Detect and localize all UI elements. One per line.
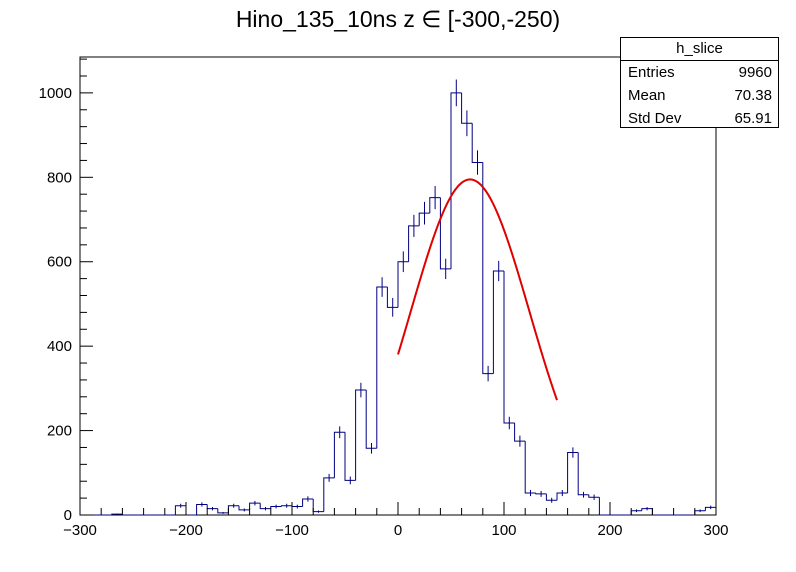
stats-value: 9960 — [738, 64, 772, 81]
histogram-bin — [355, 389, 367, 481]
stats-row-mean: Mean 70.38 — [621, 84, 778, 107]
histogram-bin — [121, 514, 133, 516]
histogram-bin — [471, 123, 483, 164]
histogram-bin — [323, 477, 335, 512]
stats-value: 65.91 — [734, 110, 772, 127]
y-tick-label: 600 — [47, 254, 72, 271]
histogram-bin — [535, 493, 547, 495]
histogram-bin — [492, 270, 504, 374]
histogram-bin — [450, 92, 462, 269]
histogram-bin — [408, 225, 420, 262]
histogram-bin — [651, 508, 663, 516]
histogram-bin — [641, 508, 653, 511]
histogram-bin — [567, 452, 579, 494]
x-tick-label: 0 — [394, 522, 402, 539]
histogram-bin — [185, 505, 197, 516]
histogram-bin — [196, 503, 208, 515]
histogram-bin — [545, 493, 557, 501]
stats-label: Std Dev — [628, 110, 682, 127]
histogram-bin — [344, 432, 356, 481]
histogram-bin — [461, 92, 473, 124]
x-tick-label: −100 — [275, 522, 309, 539]
histogram-bin — [556, 492, 568, 501]
chart-title: Hino_135_10ns z ∈ [-300,-250) — [235, 6, 561, 32]
histogram-bin — [111, 513, 123, 515]
histogram-bin — [259, 503, 271, 510]
histogram-bin — [302, 498, 314, 507]
histogram-bin — [397, 261, 409, 308]
histogram-bin — [524, 441, 536, 494]
stats-title: h_slice — [621, 38, 778, 61]
y-tick-label: 400 — [47, 338, 72, 355]
histogram-bin — [704, 506, 716, 511]
histogram-bin — [577, 452, 589, 496]
x-tick-label: 100 — [491, 522, 516, 539]
stats-label: Mean — [628, 87, 666, 104]
stats-box: h_slice Entries 9960 Mean 70.38 Std Dev … — [620, 37, 779, 128]
histogram-bin — [429, 197, 441, 214]
histogram-bin — [238, 505, 250, 511]
histogram-bin — [418, 212, 430, 226]
histogram-bin — [482, 162, 494, 375]
x-tick-label: 300 — [703, 522, 728, 539]
stats-row-stddev: Std Dev 65.91 — [621, 107, 778, 130]
fit-curve — [397, 178, 558, 401]
y-tick-label: 0 — [64, 507, 72, 524]
histogram-bin — [280, 505, 292, 507]
histogram-bin — [249, 502, 261, 510]
histogram-bin — [386, 287, 398, 308]
stats-value: 70.38 — [734, 87, 772, 104]
x-tick-label: 200 — [597, 522, 622, 539]
stats-label: Entries — [628, 64, 675, 81]
stats-row-entries: Entries 9960 — [621, 61, 778, 84]
y-tick-label: 200 — [47, 423, 72, 440]
histogram-bin — [312, 498, 324, 513]
histogram-bin — [598, 497, 610, 516]
histogram-bin — [217, 508, 229, 514]
histogram-bin — [588, 494, 600, 498]
x-tick-label: −300 — [63, 522, 97, 539]
histogram-bin — [503, 271, 515, 424]
histogram-bin — [514, 422, 526, 442]
x-tick-label: −200 — [169, 522, 203, 539]
histogram-bin — [376, 286, 388, 449]
histogram-bin — [174, 505, 186, 515]
histogram-bin — [333, 431, 345, 478]
histogram-bin — [270, 506, 282, 509]
y-tick-label: 1000 — [39, 85, 72, 102]
y-tick-label: 800 — [47, 169, 72, 186]
histogram-bin — [365, 390, 377, 449]
